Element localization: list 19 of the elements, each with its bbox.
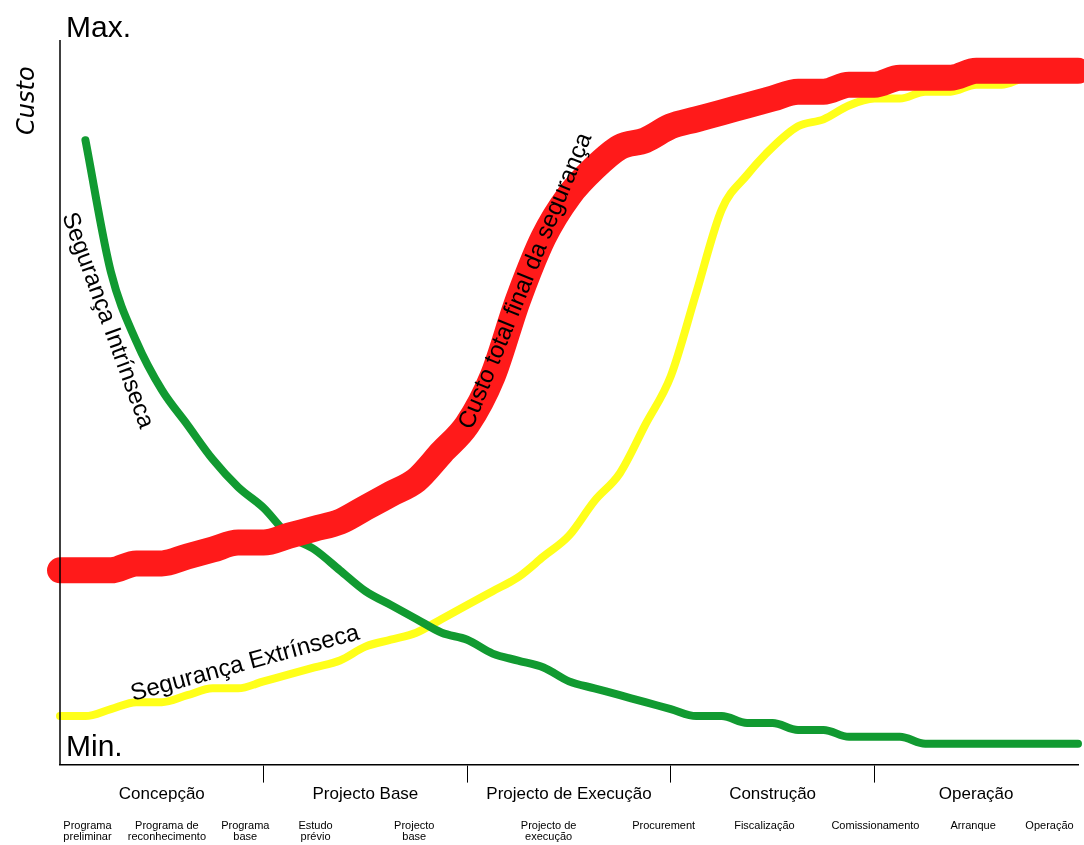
x-tick-label: Projecto Base	[312, 784, 419, 804]
text: Operação	[1025, 819, 1074, 832]
text: Projecto base	[394, 819, 435, 843]
text: Procurement	[632, 819, 696, 832]
text: Estudo prévio	[298, 819, 333, 843]
text: Arranque	[950, 819, 996, 832]
y-axis-title: Custo	[12, 66, 40, 135]
x-tick-label: Concepção	[118, 784, 205, 804]
text: Programa base	[221, 819, 271, 843]
x-tick-label: Construção	[729, 784, 817, 804]
x-tick-label: Projecto de Execução	[486, 784, 652, 804]
text: Projecto de execução	[520, 819, 577, 843]
text: Fiscalização	[734, 819, 795, 832]
text: Programa preliminar	[63, 819, 113, 843]
x-tick-label: Operação	[938, 784, 1014, 804]
text: Comissionamento	[831, 819, 920, 832]
annotation: Min.	[66, 728, 123, 762]
text: Max.	[66, 10, 132, 44]
text: Programa de reconhecimento	[127, 819, 207, 843]
